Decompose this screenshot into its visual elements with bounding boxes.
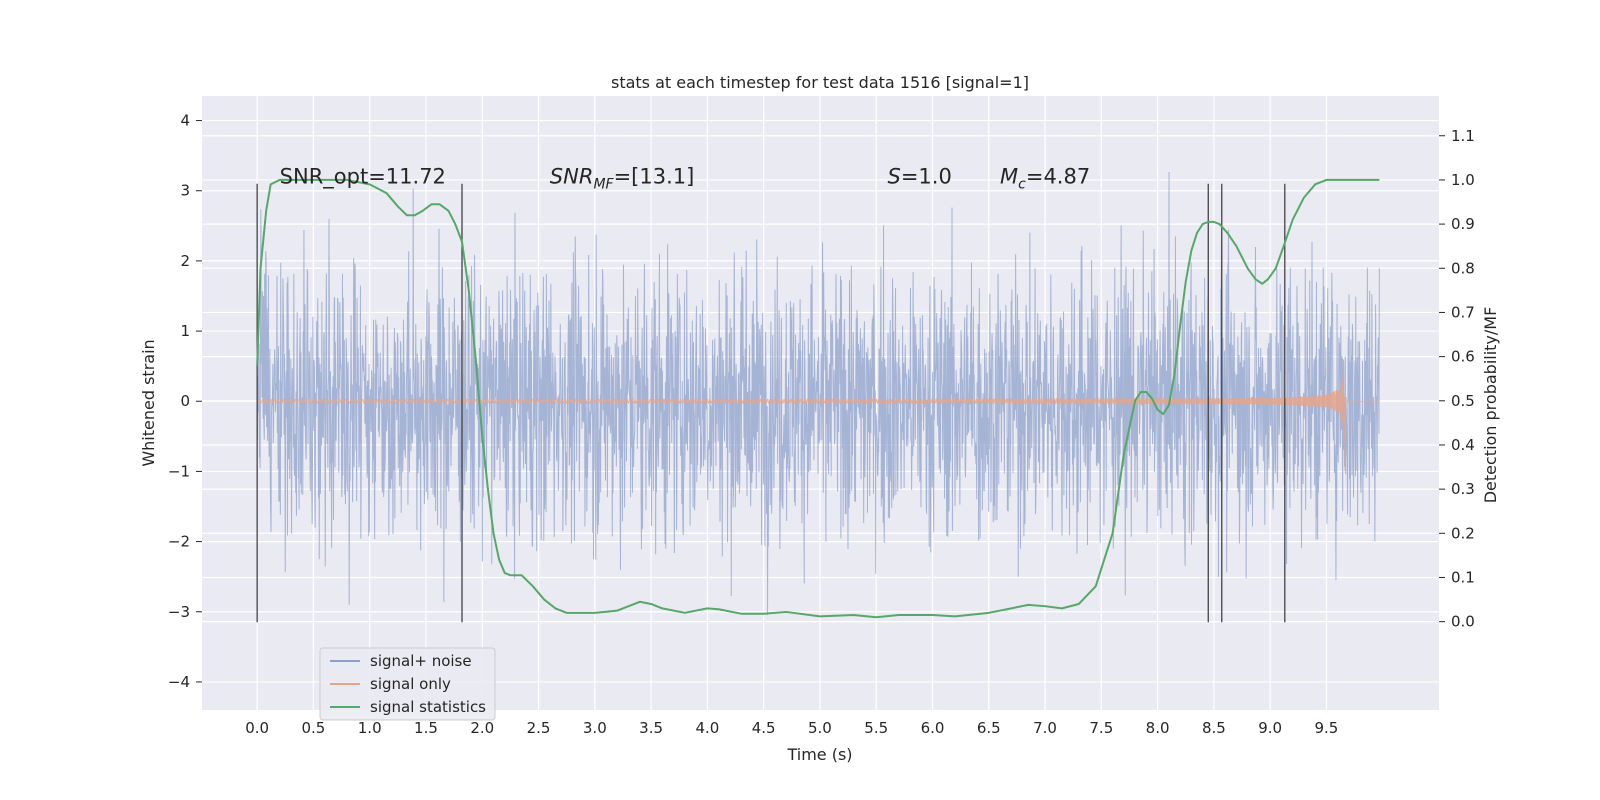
y-tick-label-right: 1.0 — [1451, 171, 1475, 189]
x-tick-label: 3.0 — [583, 719, 607, 737]
y-tick-label-right: 0.2 — [1451, 524, 1475, 542]
y-axis-title-left: Whitened strain — [139, 339, 158, 466]
y-tick-label-left: −4 — [168, 673, 190, 691]
x-tick-label: 6.5 — [977, 719, 1001, 737]
y-tick-label-right: 0.4 — [1451, 436, 1475, 454]
signal-statistics-line — [256, 178, 1380, 619]
y-axis-title-right: Detection probability/MF — [1481, 307, 1500, 504]
x-tick-label: 2.5 — [527, 719, 551, 737]
axis-ticks: 0.0 0.5 1.0 1.5 2.0 2.5 3.0 3.5 4.0 4.5 5.0 5.5 6.0 6… — [168, 112, 1475, 737]
x-tick-label: 8.5 — [1202, 719, 1226, 737]
chart-title: stats at each timestep for test data 151… — [611, 73, 1029, 92]
y-tick-label-right: 0.3 — [1451, 480, 1475, 498]
y-tick-label-left: 0 — [180, 392, 190, 410]
x-tick-label: 0.0 — [245, 719, 269, 737]
x-tick-label: 3.5 — [639, 719, 663, 737]
legend: signal+ noise signal only signal statist… — [319, 647, 496, 721]
y-tick-label-right: 0.6 — [1451, 348, 1475, 366]
stat-annotation: SNRMF=[13.1] — [550, 165, 695, 193]
y-tick-label-left: 2 — [180, 252, 190, 270]
x-tick-label: 2.0 — [470, 719, 494, 737]
legend-label-signal-only: signal only — [370, 675, 451, 693]
x-axis-title: Time (s) — [786, 745, 852, 764]
x-tick-label: 1.5 — [414, 719, 438, 737]
x-tick-label: 7.5 — [1089, 719, 1113, 737]
signal-plus-noise-series — [256, 172, 1380, 616]
x-tick-label: 4.0 — [695, 719, 719, 737]
stat-annotation: Mc=4.87 — [1000, 165, 1090, 193]
stat-annotation: SNR_opt=11.72 — [280, 165, 446, 190]
y-tick-label-right: 0.9 — [1451, 215, 1475, 233]
x-tick-label: 9.5 — [1315, 719, 1339, 737]
x-tick-label: 8.0 — [1146, 719, 1170, 737]
y-tick-label-left: −2 — [168, 533, 190, 551]
legend-label-signal-plus-noise: signal+ noise — [370, 652, 472, 670]
y-tick-label-left: 1 — [180, 322, 190, 340]
x-tick-label: 7.0 — [1033, 719, 1057, 737]
y-tick-label-right: 1.1 — [1451, 127, 1475, 145]
stat-annotation: S=1.0 — [887, 165, 951, 189]
x-tick-label: 5.0 — [808, 719, 832, 737]
y-tick-label-right: 0.5 — [1451, 392, 1475, 410]
y-tick-label-left: 3 — [180, 182, 190, 200]
y-tick-label-left: 4 — [180, 112, 190, 130]
vertical-marker-lines — [256, 183, 1286, 623]
y-tick-label-right: 0.1 — [1451, 568, 1475, 586]
y-tick-label-right: 0.7 — [1451, 303, 1475, 321]
x-tick-label: 6.0 — [921, 719, 945, 737]
signal-statistics-series — [256, 178, 1380, 619]
legend-label-signal-statistics: signal statistics — [370, 698, 486, 716]
signal-only-line — [256, 373, 1380, 472]
legend-box — [319, 647, 496, 721]
x-tick-label: 9.0 — [1258, 719, 1282, 737]
y-tick-label-right: 0.0 — [1451, 613, 1475, 631]
x-tick-label: 4.5 — [752, 719, 776, 737]
x-tick-label: 5.5 — [864, 719, 888, 737]
stat-annotations: SNR_opt=11.72 SNRMF=[13.1] S=1.0 Mc=4.87 — [280, 165, 1091, 193]
signal-only-series — [256, 373, 1380, 472]
y-tick-label-left: −3 — [168, 603, 190, 621]
y-tick-label-right: 0.8 — [1451, 259, 1475, 277]
y-tick-label-left: −1 — [168, 462, 190, 480]
signal-plus-noise-line — [256, 172, 1380, 616]
x-tick-label: 1.0 — [358, 719, 382, 737]
x-tick-label: 0.5 — [302, 719, 326, 737]
